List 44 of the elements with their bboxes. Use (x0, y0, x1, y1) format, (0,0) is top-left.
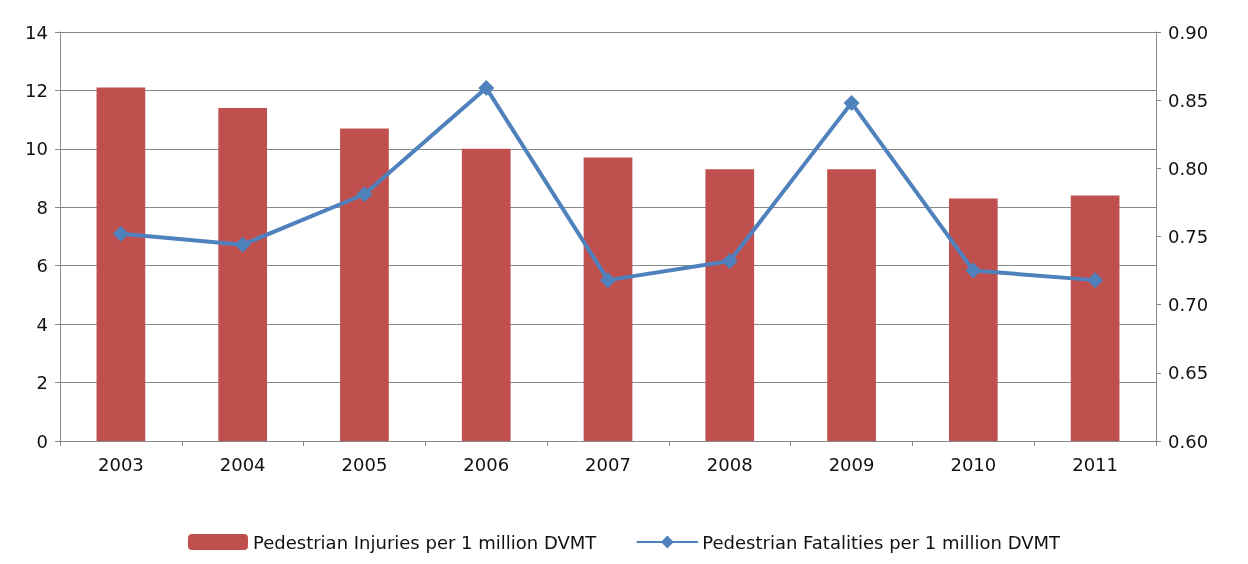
x-tick-label: 2004 (219, 453, 266, 475)
y-tick-label: 8 (36, 196, 48, 218)
legend-label: Pedestrian Injuries per 1 million DVMT (252, 531, 598, 553)
x-tick-label: 2007 (585, 453, 631, 475)
legend-label: Pedestrian Fatalities per 1 million DVMT (702, 531, 1062, 553)
point (234, 236, 251, 253)
point (478, 79, 495, 96)
bar (340, 128, 389, 441)
bar (218, 107, 268, 441)
y2-tick-label: 0.75 (1168, 226, 1209, 247)
y2-tick-label: 0.65 (1168, 362, 1209, 384)
bar (948, 198, 998, 441)
bar (461, 148, 511, 441)
point (721, 253, 738, 270)
x-tick-label: 2006 (463, 453, 510, 475)
y-tick-label: 4 (36, 313, 48, 335)
y-tick-label: 0 (36, 430, 48, 452)
x-tick-label: 2010 (950, 453, 997, 475)
bar (583, 157, 633, 441)
y-tick-label: 10 (25, 138, 48, 160)
point (112, 225, 129, 242)
bar (705, 169, 755, 441)
y-tick-label: 2 (36, 372, 48, 394)
x-tick-label: 2011 (1072, 453, 1119, 475)
y2-tick-label: 0.90 (1168, 21, 1209, 43)
y2-tick-label: 0.70 (1168, 294, 1209, 316)
x-tick-label: 2005 (341, 453, 388, 475)
y2-tick-label: 0.85 (1168, 89, 1209, 111)
y-tick-label: 14 (25, 21, 48, 43)
bar (827, 169, 876, 441)
point (1087, 272, 1104, 289)
point (965, 262, 982, 279)
y2-tick-label: 0.80 (1168, 157, 1209, 179)
bar (96, 87, 146, 441)
y-tick-label: 12 (25, 79, 48, 101)
point (843, 94, 860, 111)
y2-tick-label: 0.60 (1168, 430, 1209, 452)
y-tick-label: 6 (36, 255, 48, 277)
bar (1070, 195, 1120, 441)
x-tick-label: 2009 (828, 453, 875, 475)
x-tick-label: 2003 (97, 453, 144, 475)
point (600, 272, 616, 289)
point (356, 186, 373, 203)
x-tick-label: 2008 (706, 453, 753, 475)
